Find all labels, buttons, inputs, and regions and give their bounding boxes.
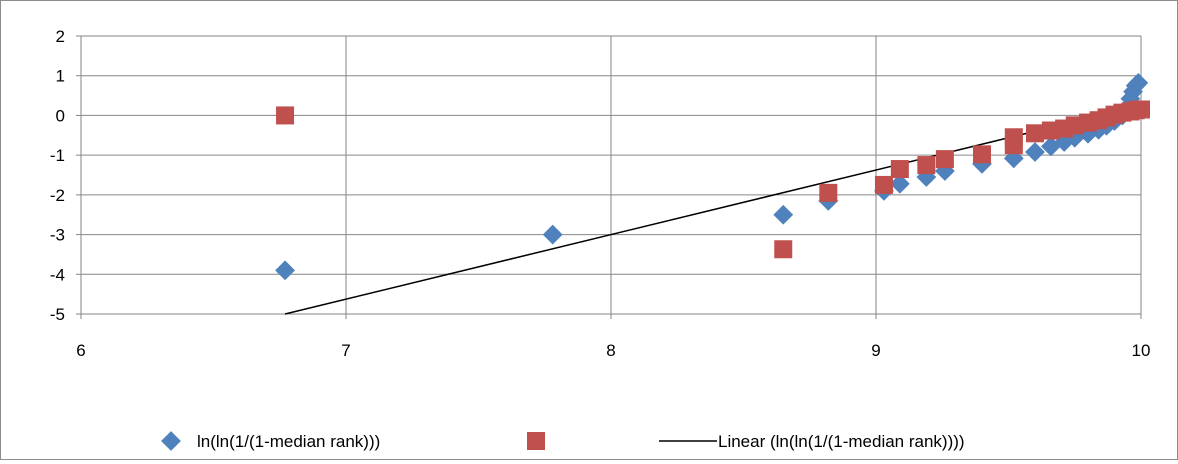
square-point bbox=[935, 150, 954, 169]
tick-labels: 210-1-2-3-4-56 7 8 9 10 bbox=[50, 27, 1151, 360]
axes bbox=[76, 35, 1142, 319]
square-point bbox=[276, 106, 295, 125]
x-tick-label: 9 bbox=[871, 341, 880, 360]
legend-item-trendline: Linear (ln(ln(1/(1-median rank)))) bbox=[659, 432, 965, 451]
square-point bbox=[973, 145, 991, 164]
y-tick-label: -2 bbox=[50, 186, 65, 205]
x-tick-label: 8 bbox=[606, 341, 615, 360]
grid-lines bbox=[80, 35, 1142, 315]
data-markers bbox=[275, 72, 1150, 281]
legend: ln(ln(1/(1-median rank))) Linear (ln(ln(… bbox=[161, 431, 965, 451]
x-tick-label: 7 bbox=[341, 341, 350, 360]
legend-square-marker bbox=[527, 432, 545, 450]
legend-item-series-2 bbox=[527, 432, 545, 450]
diamond-point bbox=[1025, 142, 1045, 162]
diamond-point bbox=[1128, 72, 1149, 93]
square-point bbox=[774, 240, 793, 259]
x-tick-label: 6 bbox=[76, 341, 85, 360]
series-2 bbox=[276, 100, 1150, 259]
square-point bbox=[917, 156, 936, 175]
series-1 bbox=[275, 72, 1149, 281]
diamond-point bbox=[773, 204, 794, 225]
square-point bbox=[1004, 128, 1023, 147]
legend-label-series-1: ln(ln(1/(1-median rank))) bbox=[197, 432, 380, 451]
y-tick-label: -3 bbox=[50, 226, 65, 245]
linear-trendline bbox=[284, 104, 1142, 315]
square-point bbox=[819, 183, 838, 202]
y-tick-label: 2 bbox=[56, 27, 65, 46]
square-point bbox=[890, 160, 909, 179]
y-tick-label: -5 bbox=[50, 305, 65, 324]
x-tick-label: 10 bbox=[1132, 341, 1151, 360]
legend-item-series-1: ln(ln(1/(1-median rank))) bbox=[161, 431, 380, 451]
legend-diamond-marker bbox=[161, 431, 181, 451]
diamond-point bbox=[275, 260, 295, 281]
y-tick-label: 1 bbox=[56, 67, 65, 86]
trendline-layer bbox=[284, 104, 1142, 315]
square-point bbox=[1132, 100, 1150, 119]
legend-label-trendline: Linear (ln(ln(1/(1-median rank)))) bbox=[718, 432, 965, 451]
y-tick-label: -1 bbox=[50, 146, 65, 165]
y-tick-label: -4 bbox=[50, 265, 65, 284]
diamond-point bbox=[542, 224, 563, 245]
square-point bbox=[1026, 124, 1044, 143]
y-tick-label: 0 bbox=[56, 106, 65, 125]
square-point bbox=[874, 175, 893, 194]
